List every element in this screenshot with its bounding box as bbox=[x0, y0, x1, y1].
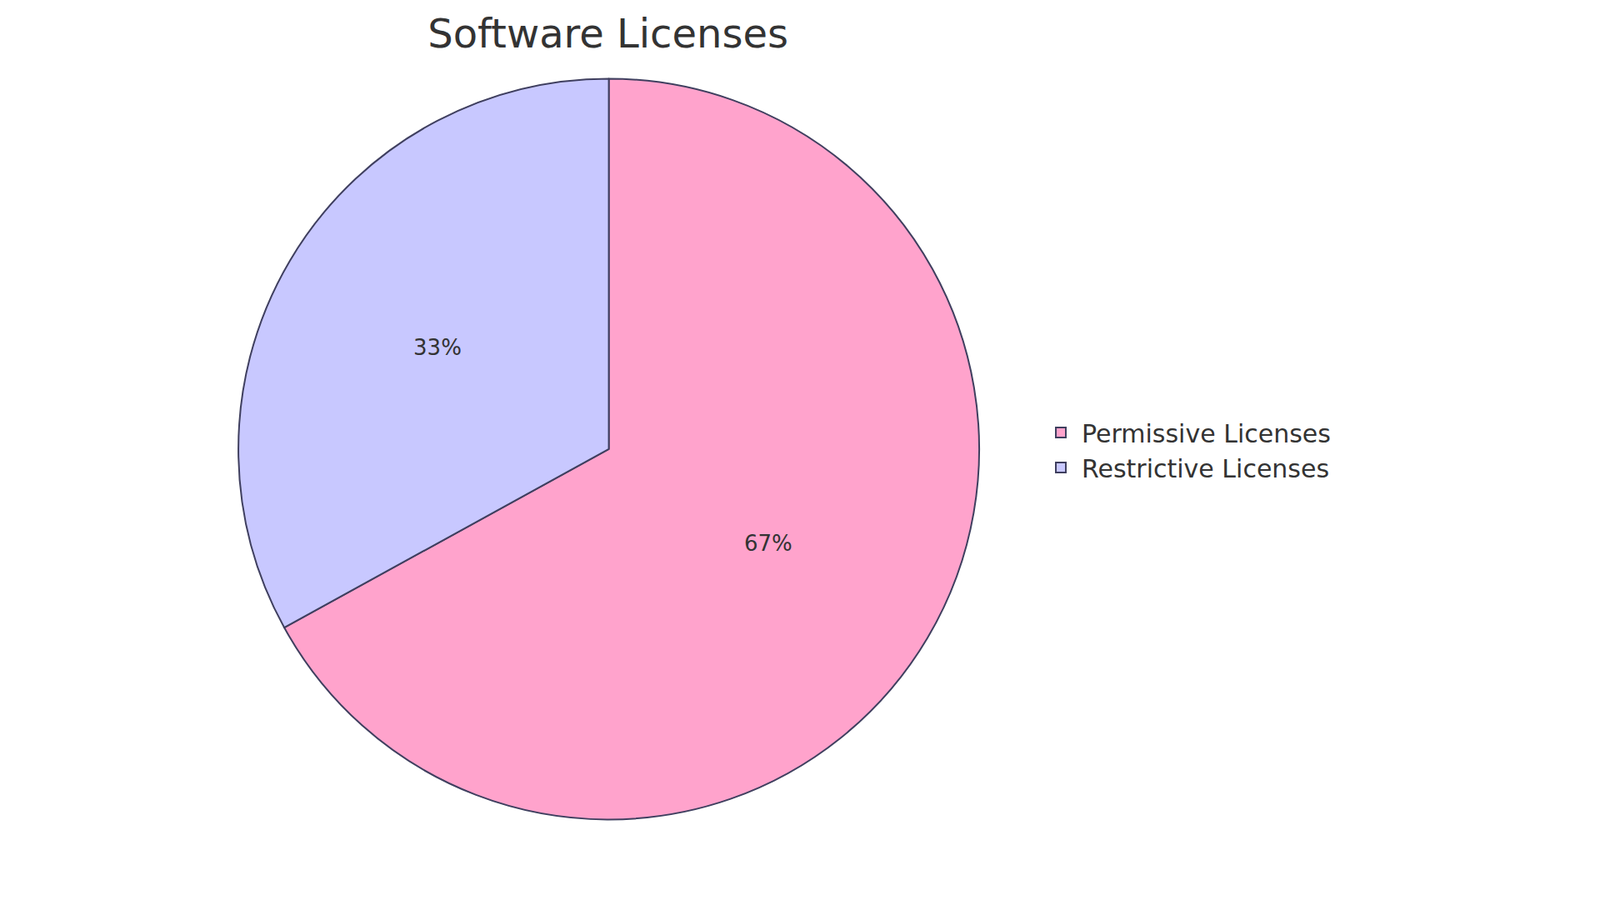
svg-text:Permissive Licenses: Permissive Licenses bbox=[1081, 419, 1331, 449]
svg-text:67%: 67% bbox=[744, 530, 793, 556]
svg-text:33%: 33% bbox=[413, 335, 462, 360]
svg-text:Restrictive Licenses: Restrictive Licenses bbox=[1081, 454, 1330, 484]
svg-text:Software Licenses: Software Licenses bbox=[427, 10, 789, 57]
